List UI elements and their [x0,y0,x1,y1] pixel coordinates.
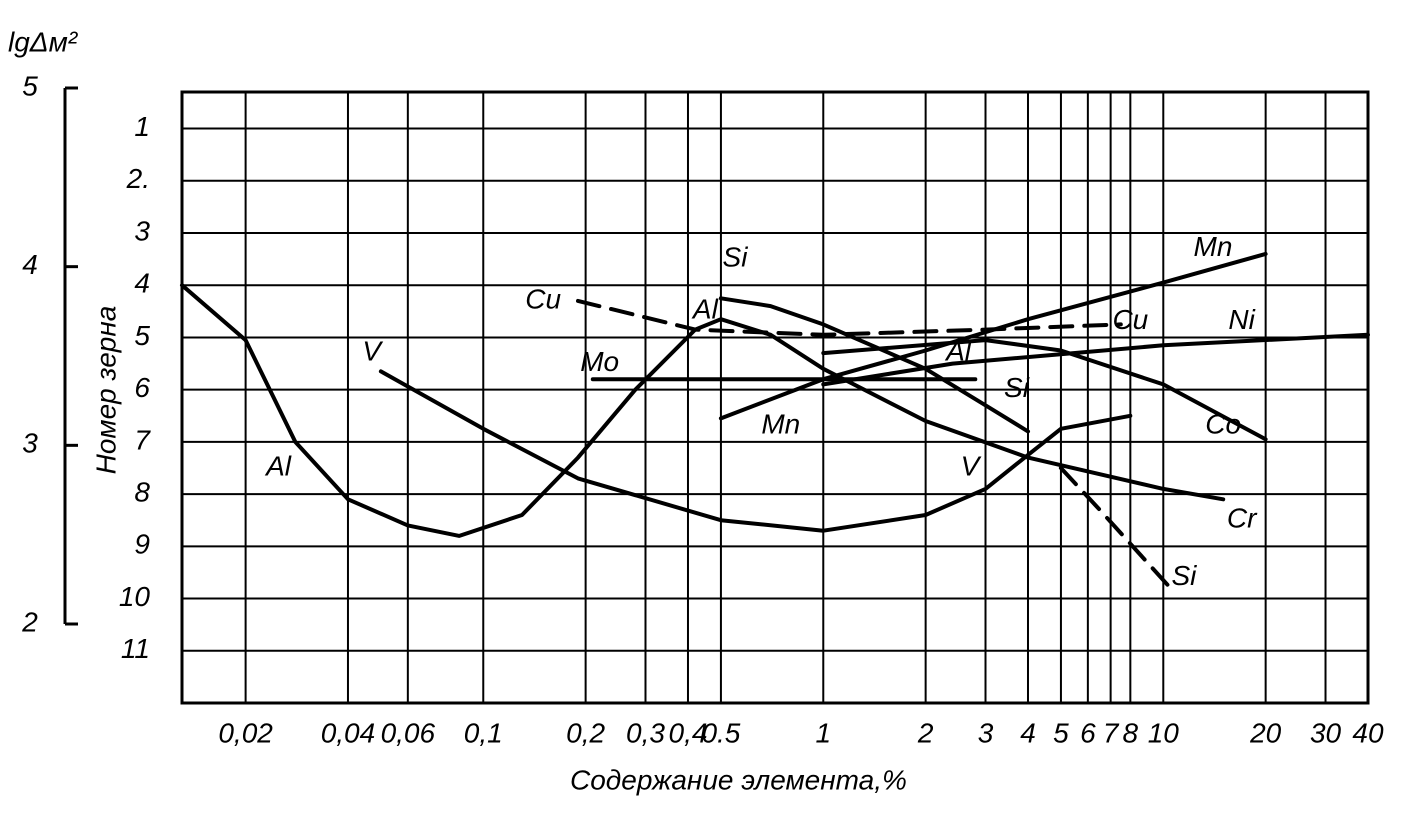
x-tick-label: 7 [1103,717,1120,748]
curve-label: Si [1004,372,1030,403]
x-tick-label: 2 [917,717,934,748]
curve-label: V [961,450,982,481]
series-line [718,251,1268,421]
y-tick-label: 3 [134,215,150,246]
curve-label: Cu [1112,304,1148,335]
x-tick-label: 3 [978,717,994,748]
y-tick-label: 9 [134,529,150,560]
x-tick-label: 5 [1053,717,1069,748]
x-tick-label: 0,4 [669,717,708,748]
curve-label: Al [944,336,972,367]
y2-tick-label: 4 [22,249,38,280]
x-tick-label: 20 [1249,717,1282,748]
curve-label: Co [1205,409,1241,440]
y-tick-label: 6 [134,372,150,403]
x-tick-label: 0,06 [381,717,436,748]
y-tick-label: 1 [134,111,150,142]
y-tick-label: 11 [121,633,150,664]
y2-tick-label: 2 [21,606,38,637]
y-axis-label: Номер зерна [90,306,121,475]
series-line [576,298,1123,337]
series-line [1058,466,1173,591]
x-tick-label: 0.5 [701,717,740,748]
x-tick-label: 0,02 [218,717,273,748]
y-tick-label: 10 [119,581,151,612]
x-tick-label: 40 [1352,717,1384,748]
x-tick-label: 8 [1123,717,1139,748]
x-tick-label: 10 [1148,717,1180,748]
curve-label: Cu [525,283,561,314]
x-axis-label: Содержание элемента,% [570,764,907,795]
x-tick-label: 30 [1310,717,1342,748]
curve-label: Cr [1227,503,1258,534]
curve-label: Al [264,450,292,481]
y2-tick-label: 5 [22,70,38,101]
curve-label: Mn [761,409,800,440]
curve-label: Al [691,294,719,325]
y-tick-label: 4 [134,268,150,299]
series-line [821,338,1268,442]
series-line [821,332,1370,387]
y-tick-label: 2. [126,163,150,194]
curve-label: Mo [580,346,619,377]
curve-label: Si [1171,560,1197,591]
series-line [378,369,1133,533]
y-tick-label: 5 [134,320,150,351]
series-line [718,296,1030,434]
x-tick-label: 0,1 [464,717,503,748]
x-tick-label: 4 [1020,717,1036,748]
x-tick-label: 6 [1080,717,1096,748]
y2-axis-label: lgΔм² [8,26,79,57]
series-line [180,283,1226,538]
curve-label: Ni [1228,304,1255,335]
y-tick-label: 7 [134,424,151,455]
curve-label: Si [723,242,749,273]
curve-label: Mn [1194,231,1233,262]
x-tick-label: 1 [815,717,831,748]
x-tick-label: 0,2 [566,717,605,748]
y-tick-label: 8 [134,477,150,508]
y2-tick-label: 3 [22,428,38,459]
x-tick-label: 0,04 [321,717,376,748]
x-tick-label: 0,3 [626,717,665,748]
curve-label: V [362,336,383,367]
